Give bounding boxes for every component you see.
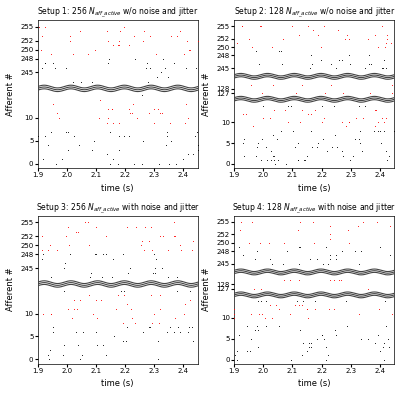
- X-axis label: time (s): time (s): [102, 379, 134, 388]
- X-axis label: time (s): time (s): [298, 379, 330, 388]
- Title: Setup 3: 256 $N_{aff\_active}$ with noise and jitter: Setup 3: 256 $N_{aff\_active}$ with nois…: [36, 201, 200, 216]
- Y-axis label: Afferent #: Afferent #: [202, 268, 211, 312]
- Y-axis label: Afferent #: Afferent #: [6, 268, 14, 312]
- X-axis label: time (s): time (s): [102, 184, 134, 193]
- X-axis label: time (s): time (s): [298, 184, 330, 193]
- Y-axis label: Afferent #: Afferent #: [202, 72, 211, 116]
- Y-axis label: Afferent #: Afferent #: [6, 72, 14, 116]
- Title: Setup 4: 128 $N_{aff\_active}$ with noise and jitter: Setup 4: 128 $N_{aff\_active}$ with nois…: [232, 201, 396, 216]
- Title: Setup 2: 128 $N_{aff\_active}$ w/o noise and jitter: Setup 2: 128 $N_{aff\_active}$ w/o noise…: [234, 6, 395, 20]
- Title: Setup 1: 256 $N_{aff\_active}$ w/o noise and jitter: Setup 1: 256 $N_{aff\_active}$ w/o noise…: [37, 6, 198, 20]
